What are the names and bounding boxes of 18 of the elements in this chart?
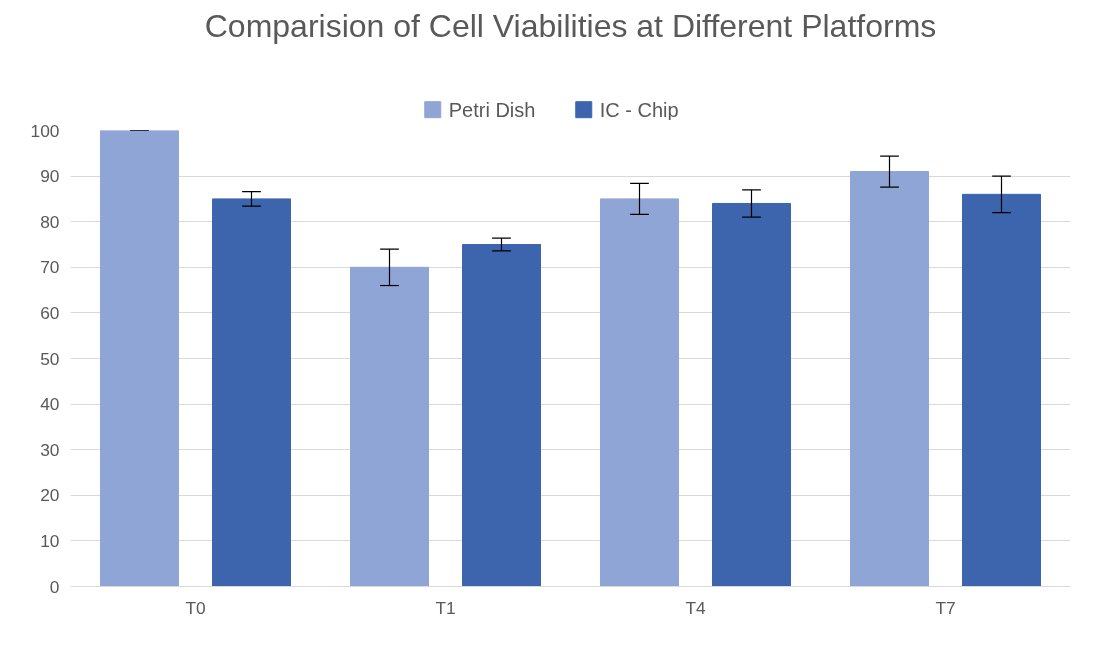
x-tick-label: T0 bbox=[185, 597, 206, 618]
y-tick-label: 50 bbox=[40, 348, 60, 369]
y-tick-label: 90 bbox=[40, 166, 60, 187]
y-tick-label: 30 bbox=[40, 439, 60, 460]
y-tick-label: 0 bbox=[49, 576, 60, 597]
x-tick-label: T1 bbox=[435, 597, 456, 618]
y-tick-label: 20 bbox=[40, 485, 60, 506]
chart-title: Comparision of Cell Viabilities at Different Platforms bbox=[204, 7, 937, 44]
y-tick-label: 40 bbox=[40, 394, 60, 415]
y-tick-label: 10 bbox=[40, 530, 60, 551]
y-tick-label: 70 bbox=[40, 257, 60, 278]
legend-label: IC - Chip bbox=[599, 98, 679, 121]
x-tick-label: T7 bbox=[935, 597, 956, 618]
x-tick-label: T4 bbox=[685, 597, 706, 618]
y-tick-label: 80 bbox=[40, 211, 60, 232]
legend-label: Petri Dish bbox=[448, 98, 536, 121]
y-tick-label: 60 bbox=[40, 302, 60, 323]
y-tick-label: 100 bbox=[30, 120, 60, 141]
